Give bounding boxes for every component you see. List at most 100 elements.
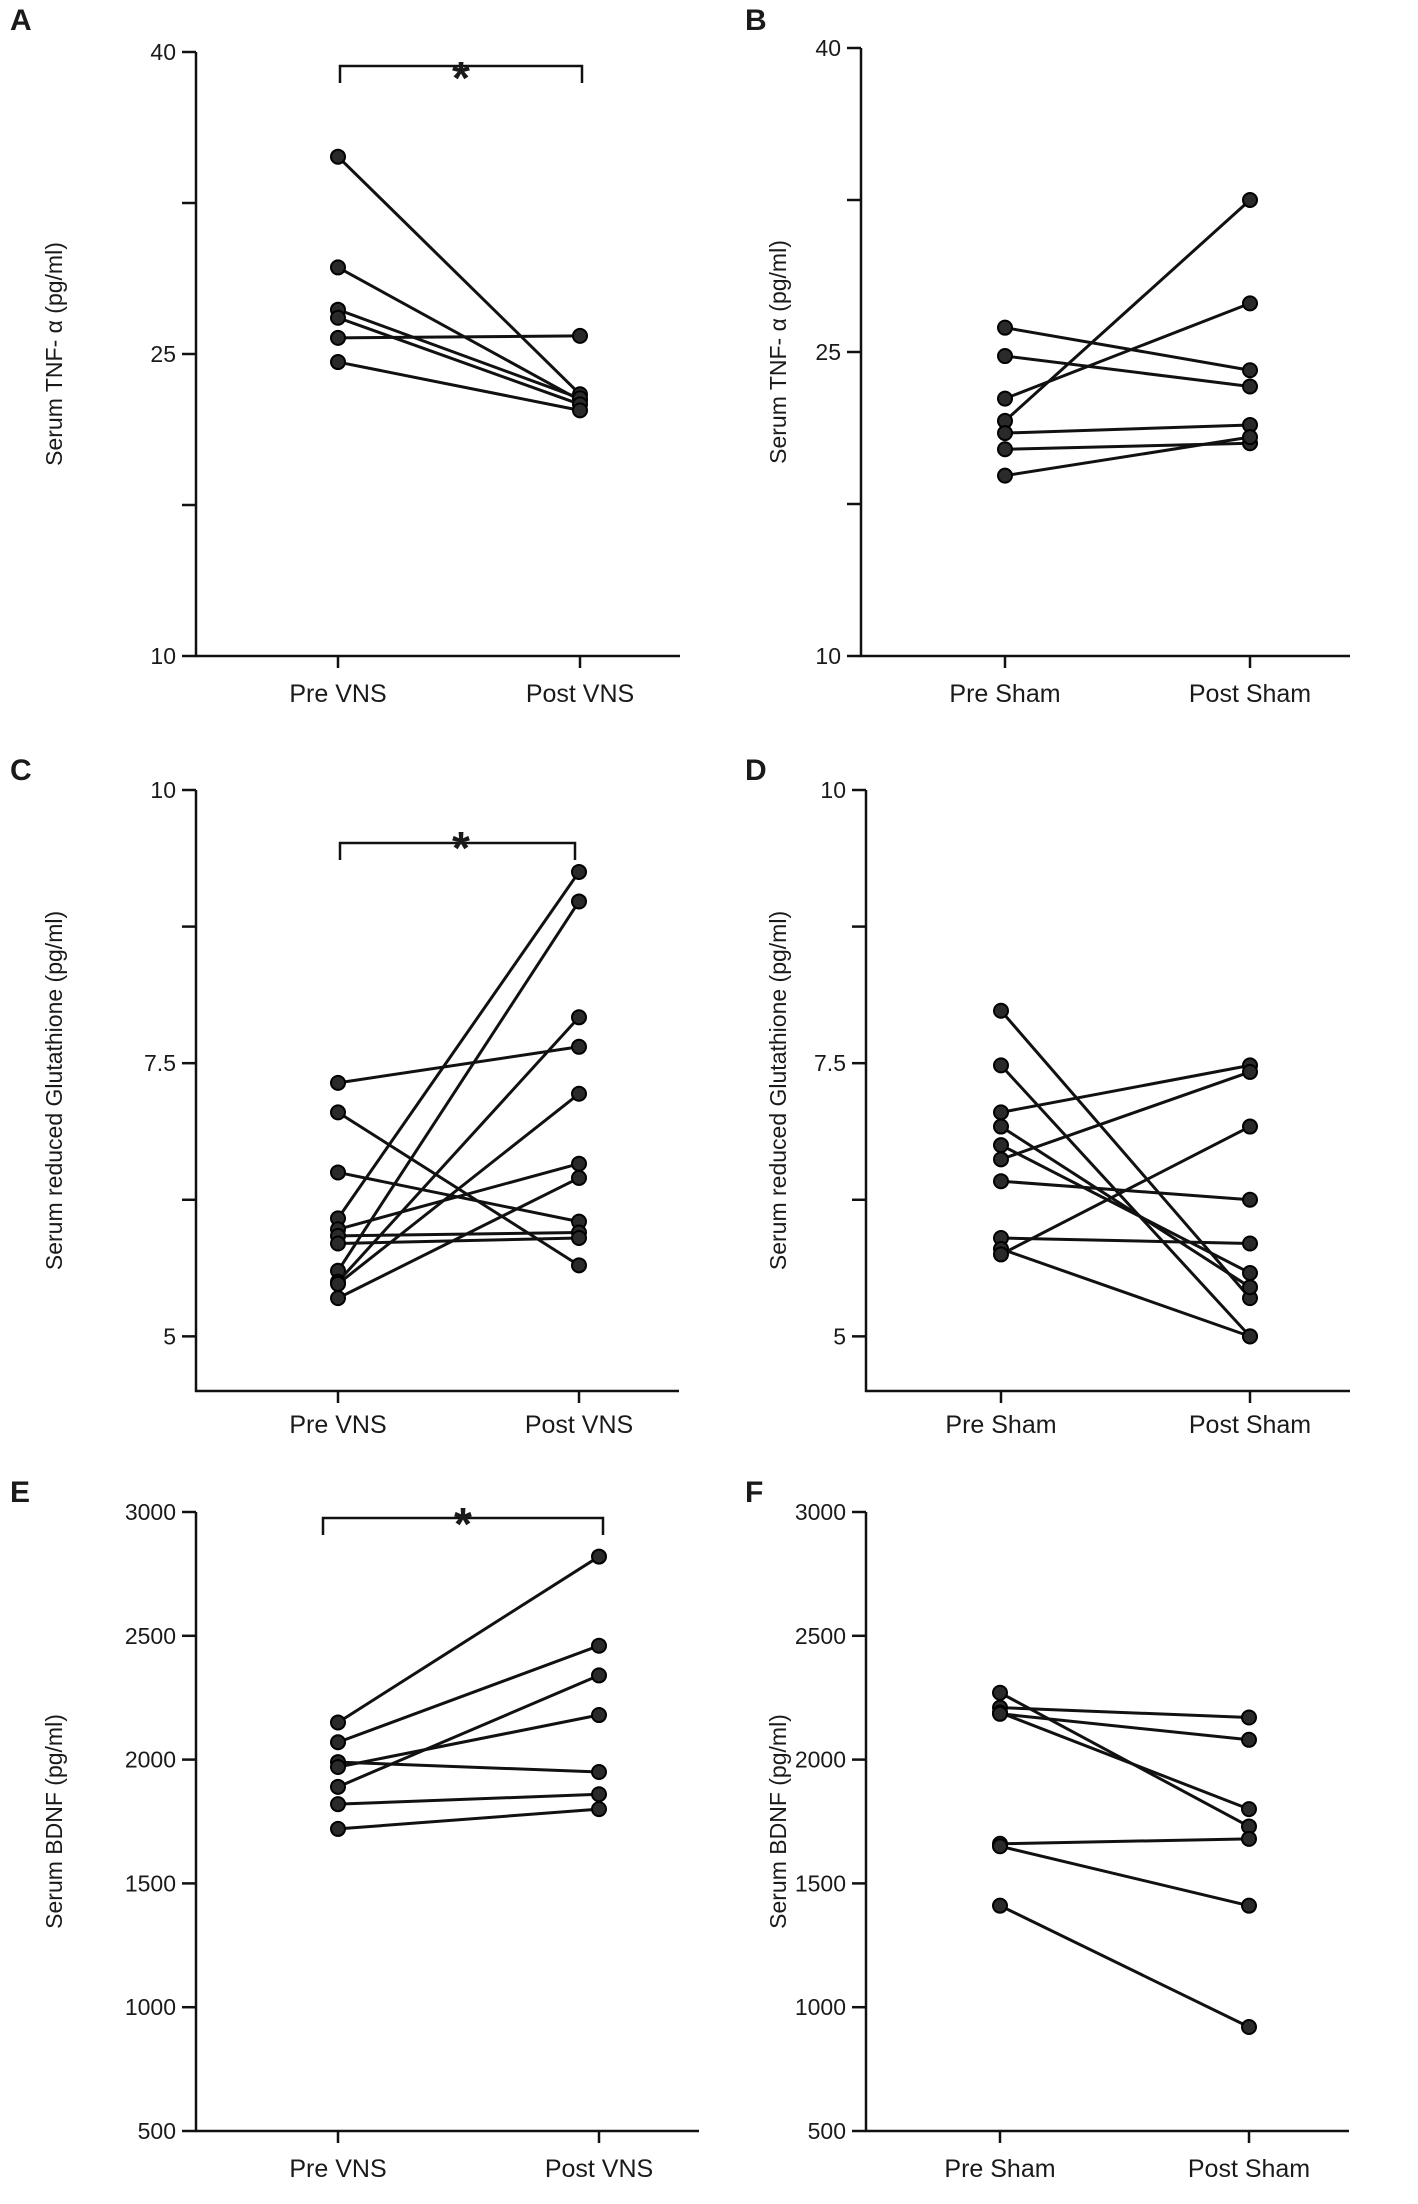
series-line: [337, 1807, 600, 1831]
y-tick-label: 1000: [795, 1994, 846, 2020]
data-point-pre: [330, 259, 346, 276]
data-point-post: [571, 893, 587, 910]
series-line: [999, 1712, 1250, 1742]
subject-series: [992, 1704, 1257, 1818]
y-axis-label: Serum BDNF (pg/ml): [765, 1714, 791, 1929]
y-axis-label: Serum reduced Glutathione (pg/ml): [765, 911, 791, 1270]
data-point-pre: [330, 1734, 346, 1751]
y-tick-label: 10: [150, 643, 176, 669]
y-tick-label: 25: [815, 339, 841, 365]
data-point-post: [1242, 1328, 1258, 1345]
data-point-post: [591, 1707, 607, 1724]
series-line: [337, 360, 581, 412]
panel-b: B 10 25 40 Pre Sham Post Sham Serum TNF- α (pg…: [745, 4, 1350, 708]
series-line: [337, 1092, 580, 1286]
series-line: [337, 1792, 600, 1806]
data-point-pre: [993, 1173, 1009, 1190]
y-tick-label: 500: [808, 2118, 846, 2144]
significance-star: *: [454, 1498, 472, 1550]
subject-series: [330, 893, 587, 1279]
data-point-post: [591, 1637, 607, 1654]
panel-f: F 500 1000 1500 2000 2500 3000 Pre Sham Post Sha…: [745, 1476, 1349, 2183]
data-point-pre: [330, 1714, 346, 1731]
significance-bracket: [338, 841, 577, 860]
data-point-post: [1242, 378, 1258, 395]
subject-series: [997, 295, 1258, 407]
series-line: [1000, 1247, 1251, 1338]
data-point-pre: [993, 1118, 1009, 1135]
series-line: [999, 1904, 1250, 2029]
data-point-post: [1241, 1801, 1257, 1818]
subject-series: [993, 1230, 1258, 1252]
subject-series: [992, 1705, 1257, 1748]
y-tick-label: 3000: [795, 1499, 846, 1525]
series-line: [336, 900, 581, 1272]
data-point-pre: [997, 348, 1013, 365]
data-point-pre: [330, 1164, 346, 1181]
y-tick-label: 2500: [125, 1623, 176, 1649]
subject-series: [330, 1548, 607, 1731]
y-tick-label: 5: [163, 1323, 176, 1349]
significance-star: *: [452, 822, 470, 874]
subject-series: [330, 354, 588, 419]
subject-series: [330, 1667, 607, 1795]
data-point-pre: [330, 354, 346, 371]
data-point-pre: [993, 1057, 1009, 1074]
y-tick-label: 1500: [795, 1870, 846, 1896]
series-line: [999, 1064, 1252, 1338]
y-tick-label: 7.5: [144, 1050, 176, 1076]
panel-letter: E: [10, 1476, 30, 1509]
panel-a: A 10 25 40 Pre VNS Post VNS Serum TNF- α (pg/m…: [10, 4, 680, 708]
data-point-pre: [997, 319, 1013, 336]
series-line: [337, 1045, 580, 1085]
series-line: [999, 1837, 1250, 1846]
y-tick-label: 10: [820, 777, 846, 803]
y-tick-label: 3000: [125, 1499, 176, 1525]
significance-bracket: [321, 1516, 605, 1535]
data-point-post: [571, 1155, 587, 1172]
series-line: [1004, 435, 1251, 478]
series-line: [1004, 423, 1251, 435]
subject-series: [330, 1786, 607, 1813]
x-category-label: Post VNS: [526, 680, 634, 708]
series-line: [337, 1674, 600, 1789]
data-point-post: [1241, 1731, 1257, 1748]
series-line: [337, 1555, 600, 1724]
data-point-pre: [997, 467, 1013, 484]
data-point-pre: [993, 1002, 1009, 1019]
subject-series: [992, 1830, 1257, 1852]
data-point-post: [571, 1038, 587, 1055]
data-point-pre: [997, 441, 1013, 458]
subject-series: [993, 1057, 1258, 1121]
y-tick-label: 40: [150, 39, 176, 65]
series-line: [1000, 1143, 1251, 1275]
y-axis-label: Serum TNF- α (pg/ml): [41, 242, 67, 466]
series-line: [1000, 1236, 1251, 1245]
subject-series: [330, 309, 588, 413]
data-point-pre: [330, 148, 346, 165]
series-line: [337, 1176, 580, 1300]
data-point-pre: [997, 425, 1013, 442]
y-tick-label: 25: [150, 341, 176, 367]
series-line: [1004, 301, 1251, 401]
y-tick-label: 2000: [795, 1747, 846, 1773]
series-line: [337, 316, 581, 406]
series-line: [336, 1016, 581, 1283]
subject-series: [997, 348, 1258, 395]
series-line: [337, 1713, 600, 1769]
x-category-label: Pre Sham: [949, 680, 1060, 708]
x-category-label: Post VNS: [545, 2155, 653, 2183]
data-point-post: [1242, 362, 1258, 379]
y-axis-label: Serum TNF- α (pg/ml): [765, 240, 791, 464]
series-line: [999, 1844, 1250, 1908]
series-line: [336, 155, 582, 396]
data-point-post: [571, 1169, 587, 1186]
panel-letter: D: [745, 754, 767, 787]
x-category-label: Post Sham: [1189, 680, 1311, 708]
subject-series: [993, 1118, 1258, 1296]
significance-bracket: [338, 64, 584, 83]
series-line: [1000, 1070, 1251, 1161]
subject-series: [993, 1063, 1258, 1168]
panel-letter: C: [10, 754, 32, 787]
significance-star: *: [452, 52, 470, 104]
